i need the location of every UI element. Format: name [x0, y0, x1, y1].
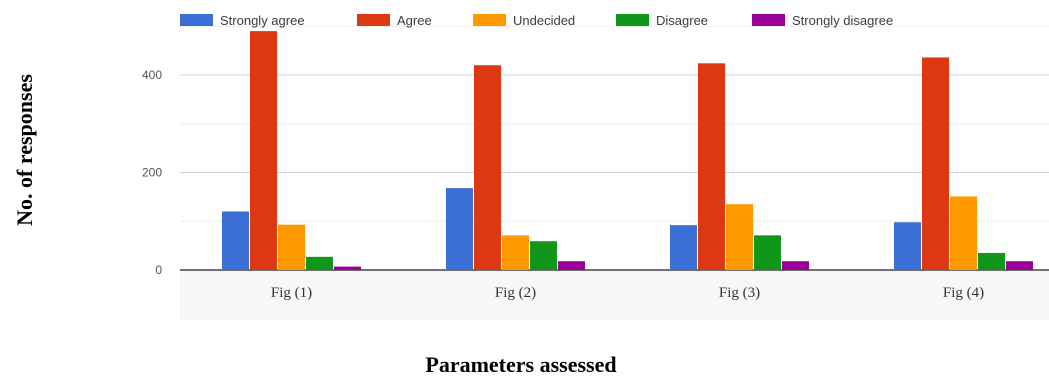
legend: Strongly agree Agree Undecided Disagree Stro…: [180, 13, 893, 28]
legend-swatch: [752, 14, 785, 26]
bar: [782, 261, 809, 270]
bar: [726, 204, 753, 270]
legend-swatch: [616, 14, 649, 26]
legend-label: Undecided: [513, 13, 575, 28]
x-tick-label: Fig (2): [495, 285, 536, 301]
legend-label: Strongly disagree: [792, 13, 893, 28]
x-tick-label: Fig (3): [719, 285, 760, 301]
y-tick-label: 200: [142, 166, 162, 180]
x-axis-band: [180, 270, 1049, 320]
bar: [446, 188, 473, 270]
bar: [558, 261, 585, 270]
bar: [922, 57, 949, 271]
x-tick-labels: Fig (1) Fig (2) Fig (3) Fig (4): [271, 285, 984, 301]
x-tick-label: Fig (1): [271, 285, 312, 301]
bar: [530, 241, 557, 270]
bar: [306, 256, 333, 270]
bar: [754, 235, 781, 270]
bars: [222, 31, 1033, 271]
bar: [474, 65, 501, 270]
bar: [950, 196, 977, 270]
x-tick-label: Fig (4): [943, 285, 984, 301]
legend-label: Disagree: [656, 13, 708, 28]
bar: [894, 222, 921, 270]
bar: [1006, 261, 1033, 270]
bar: [502, 235, 529, 270]
bar: [278, 224, 305, 270]
legend-swatch: [357, 14, 390, 26]
y-axis-title: No. of responses: [12, 74, 37, 226]
bar: [250, 31, 277, 270]
x-axis-title: Parameters assessed: [425, 352, 616, 377]
bar: [978, 252, 1005, 270]
bar: [698, 63, 725, 270]
bar: [334, 266, 361, 270]
legend-label: Strongly agree: [220, 13, 305, 28]
bar: [222, 211, 249, 270]
legend-swatch: [180, 14, 213, 26]
bar: [670, 225, 697, 270]
y-tick-label: 0: [155, 263, 162, 277]
legend-swatch: [473, 14, 506, 26]
legend-label: Agree: [397, 13, 432, 28]
y-tick-labels: 0 200 400: [142, 68, 162, 277]
y-tick-label: 400: [142, 68, 162, 82]
